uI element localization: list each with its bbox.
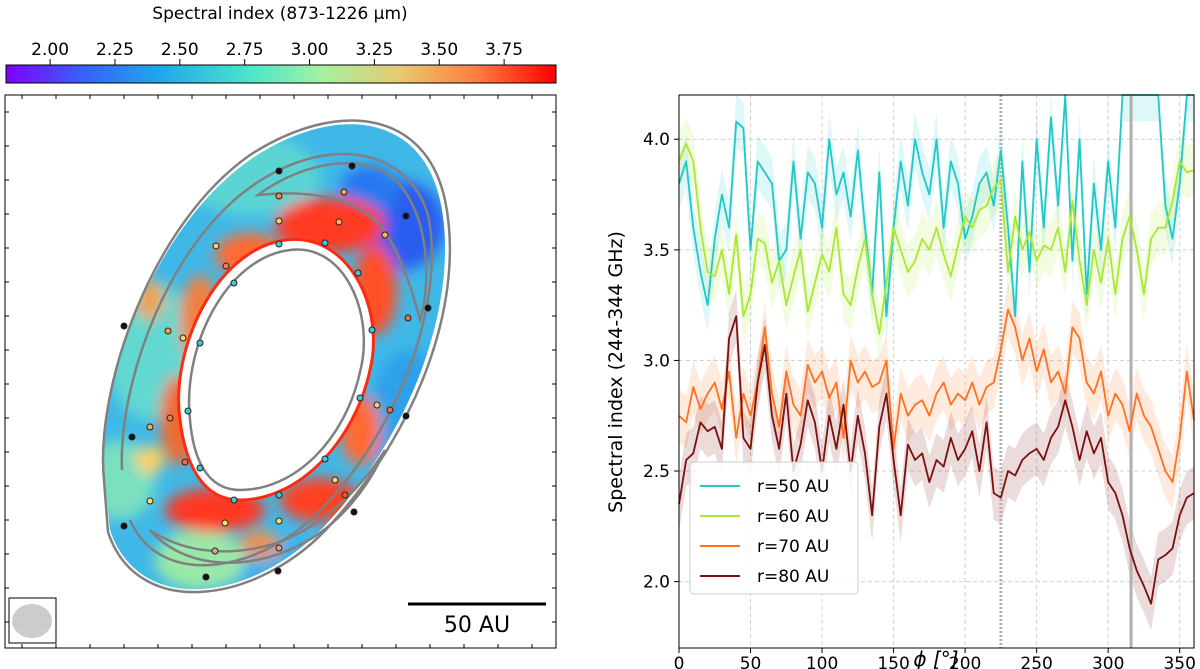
y-tick-label: 2.5 — [643, 462, 670, 482]
y-tick-label: 2.0 — [643, 573, 670, 593]
colorbar-tick-label: 2.75 — [226, 40, 264, 60]
series-line — [678, 308, 1195, 484]
x-axis-label: ϕ [°] — [913, 647, 958, 669]
series-lines — [678, 94, 1195, 605]
x-tick-label: 250 — [1020, 654, 1052, 669]
ring-outer-contour — [120, 152, 434, 567]
series-line — [678, 94, 1194, 318]
colorbar-tick-label: 2.25 — [96, 40, 134, 60]
y-axis-ticks: 2.0 2.5 3.0 3.5 4.0 — [643, 130, 679, 593]
inner-contour — [187, 248, 365, 492]
x-tick-label: 150 — [877, 654, 909, 669]
lower-arc-contour — [149, 449, 387, 564]
plot-frame — [678, 94, 1195, 649]
x-axis-ticks: 0 50 100 150 200 250 300 350 — [674, 648, 1196, 669]
colorbar-tick-label: 2.00 — [31, 40, 69, 60]
colorbar-tick-label: 3.50 — [420, 40, 458, 60]
x-tick-label: 300 — [1092, 654, 1124, 669]
y-tick-label: 3.0 — [643, 351, 670, 371]
colorbar-title: Spectral index (873-1226 μm) — [152, 4, 407, 24]
colorbar: Spectral index (873-1226 μm) 2.00 2.25 2.5… — [5, 4, 557, 84]
sample-points — [120, 162, 432, 581]
x-tick-label: 100 — [806, 654, 838, 669]
legend-label: r=60 AU — [757, 507, 829, 527]
spectral-index-map: 50 AU — [4, 94, 557, 649]
series-band — [679, 117, 1194, 361]
map-tick-marks — [5, 95, 556, 648]
legend-label: r=80 AU — [757, 567, 829, 587]
outer-contour — [101, 119, 452, 594]
beam-ellipse — [12, 604, 52, 638]
colorbar-tick-label: 3.75 — [485, 40, 523, 60]
colorbar-tick-label: 3.00 — [291, 40, 329, 60]
y-tick-label: 4.0 — [643, 130, 670, 150]
y-tick-label: 3.5 — [643, 241, 670, 261]
legend-label: r=70 AU — [757, 537, 829, 557]
colorbar-tick-label: 3.25 — [355, 40, 393, 60]
x-tick-label: 200 — [949, 654, 981, 669]
series-band — [679, 95, 1194, 343]
legend-label: r=50 AU — [757, 477, 829, 497]
colorbar-ticks: 2.00 2.25 2.50 2.75 3.00 3.25 3.50 3.75 — [31, 40, 523, 65]
inner-cavity-edge — [177, 238, 375, 502]
legend: r=50 AU r=60 AU r=70 AU r=80 AU — [689, 461, 859, 595]
series-line — [678, 142, 1195, 335]
x-tick-label: 350 — [1163, 654, 1195, 669]
colorbar-tick-label: 2.50 — [161, 40, 199, 60]
colorbar-gradient — [5, 64, 557, 84]
legend-items: r=50 AU r=60 AU r=70 AU r=80 AU — [700, 477, 829, 587]
x-tick-label: 50 — [740, 654, 762, 669]
x-tick-label: 0 — [674, 654, 685, 669]
legend-box — [689, 461, 859, 595]
series-line — [678, 315, 1195, 605]
scale-bar-label: 50 AU — [444, 613, 510, 638]
line-chart: 0 50 100 150 200 250 300 350 2.0 2.5 3.0 3.5 4.0 ϕ … — [605, 94, 1196, 669]
y-axis-label: Spectral index (244-344 GHz) — [605, 231, 627, 513]
